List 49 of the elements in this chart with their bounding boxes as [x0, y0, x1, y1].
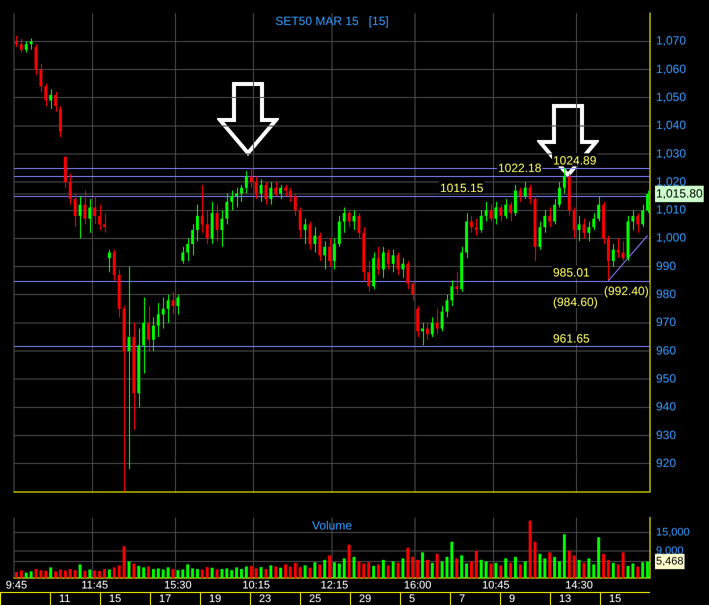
x-tick-label: 16:00 [404, 580, 432, 592]
ref-line-label: 985.01 [553, 266, 590, 280]
y-tick-label: 1,070 [656, 34, 686, 48]
text: 25 [300, 593, 350, 605]
y-tick-label: 1,015.80 [656, 186, 704, 200]
y-tick-label: 940 [656, 400, 676, 414]
y-tick-label: 1,010 [656, 202, 686, 217]
x-tick-label: 14:30 [565, 580, 593, 592]
text: 17 [150, 593, 200, 605]
text: 13 [550, 593, 600, 605]
text: 5 [400, 593, 450, 605]
x-tick-label: 10:15 [242, 580, 270, 592]
text: 9 [500, 593, 550, 605]
y-tick-label: 930 [656, 428, 676, 442]
x-tick-label: 15:30 [164, 580, 192, 592]
y-tick-label: 980 [656, 287, 676, 302]
y-tick-label: 9,000 [656, 544, 684, 557]
text: 15 [600, 593, 650, 605]
chart-title: SET50 MAR 15 [15] [275, 14, 389, 28]
ref-line-label: 1024.89 [553, 153, 597, 168]
text: 7 [450, 593, 500, 605]
x-tick-label: 10:45 [482, 580, 510, 592]
text: 11 [50, 593, 100, 605]
ref-line-label: 1022.18 [498, 160, 542, 175]
ref-line-label: 1015.15 [440, 180, 484, 195]
y-tick-label: 920 [656, 456, 676, 470]
y-tick-label: 1,030 [656, 146, 686, 160]
y-tick-label: 1,040 [656, 118, 686, 132]
text: 29 [350, 593, 400, 605]
x-tick-label: 12:15 [320, 580, 348, 592]
text: 15 [100, 593, 150, 605]
annotation: (984.60) [553, 295, 598, 309]
y-tick-label: 5,468 [656, 556, 684, 568]
text: 23 [250, 593, 300, 605]
chart-title: Volume [312, 518, 352, 533]
y-tick-label: 1,020 [656, 174, 686, 188]
y-tick-label: 970 [656, 315, 676, 330]
x-tick-label: 9:45 [6, 580, 28, 592]
x-tick-label: 11:45 [81, 580, 108, 592]
text: 19 [200, 593, 250, 605]
annotation: (992.40) [604, 284, 649, 298]
ref-line-label: 961.65 [553, 331, 590, 346]
y-tick-label: 960 [656, 343, 676, 358]
y-tick-label: 15,000 [656, 526, 690, 539]
y-tick-label: 990 [656, 258, 676, 273]
y-tick-label: 1,000 [656, 230, 686, 245]
y-tick-label: 1,050 [656, 90, 686, 104]
y-tick-label: 950 [656, 372, 676, 386]
y-tick-label: 1,060 [656, 62, 686, 76]
